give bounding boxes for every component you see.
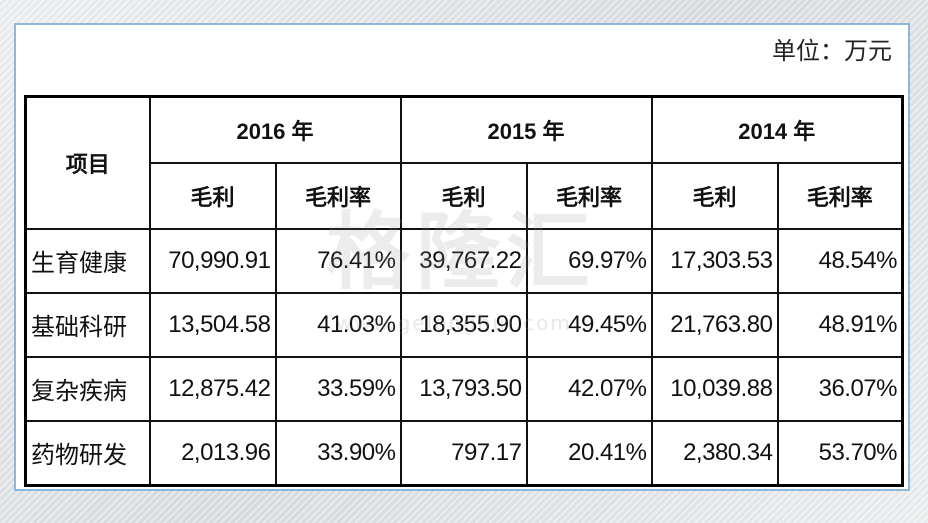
row-name: 药物研发 (24, 419, 151, 487)
cell-value: 70,990.91 (148, 228, 277, 294)
cell-value: 13,793.50 (399, 355, 528, 422)
cell-value: 17,303.53 (650, 228, 779, 294)
year-header-2016: 2016 年 (148, 95, 402, 164)
item-header: 项目 (24, 95, 151, 230)
cell-value: 10,039.88 (650, 355, 779, 422)
year-header-2014: 2014 年 (650, 95, 904, 164)
cell-value: 33.59% (274, 355, 402, 422)
row-name: 基础科研 (24, 291, 151, 358)
cell-value: 48.54% (776, 228, 904, 294)
gross-margin-header: 毛利率 (776, 162, 904, 230)
table-row: 生育健康 70,990.91 76.41% 39,767.22 69.97% 1… (24, 228, 904, 294)
cell-value: 36.07% (776, 355, 904, 422)
cell-value: 13,504.58 (148, 291, 277, 358)
gross-margin-header: 毛利率 (525, 162, 653, 230)
table-row: 基础科研 13,504.58 41.03% 18,355.90 49.45% 2… (24, 291, 904, 358)
gross-profit-table: 项目 2016 年 2015 年 2014 年 毛利 毛利率 毛利 毛利率 毛利… (24, 95, 904, 487)
cell-value: 21,763.80 (650, 291, 779, 358)
gross-profit-header: 毛利 (399, 162, 528, 230)
cell-value: 18,355.90 (399, 291, 528, 358)
gross-margin-header: 毛利率 (274, 162, 402, 230)
cell-value: 42.07% (525, 355, 653, 422)
cell-value: 33.90% (274, 419, 402, 487)
gross-profit-header: 毛利 (148, 162, 277, 230)
unit-label: 单位：万元 (772, 37, 892, 65)
row-name: 生育健康 (24, 228, 151, 294)
row-name: 复杂疾病 (24, 355, 151, 422)
cell-value: 2,013.96 (148, 419, 277, 487)
year-header-2015: 2015 年 (399, 95, 653, 164)
cell-value: 76.41% (274, 228, 402, 294)
cell-value: 12,875.42 (148, 355, 277, 422)
cell-value: 41.03% (274, 291, 402, 358)
cell-value: 53.70% (776, 419, 904, 487)
table-frame: 单位：万元 项目 2016 年 2015 年 2014 年 毛利 毛利率 毛利 … (14, 23, 910, 491)
cell-value: 39,767.22 (399, 228, 528, 294)
cell-value: 2,380.34 (650, 419, 779, 487)
cell-value: 48.91% (776, 291, 904, 358)
gross-profit-header: 毛利 (650, 162, 779, 230)
cell-value: 20.41% (525, 419, 653, 487)
cell-value: 797.17 (399, 419, 528, 487)
cell-value: 49.45% (525, 291, 653, 358)
table-row: 复杂疾病 12,875.42 33.59% 13,793.50 42.07% 1… (24, 355, 904, 422)
table-row: 药物研发 2,013.96 33.90% 797.17 20.41% 2,380… (24, 419, 904, 487)
cell-value: 69.97% (525, 228, 653, 294)
